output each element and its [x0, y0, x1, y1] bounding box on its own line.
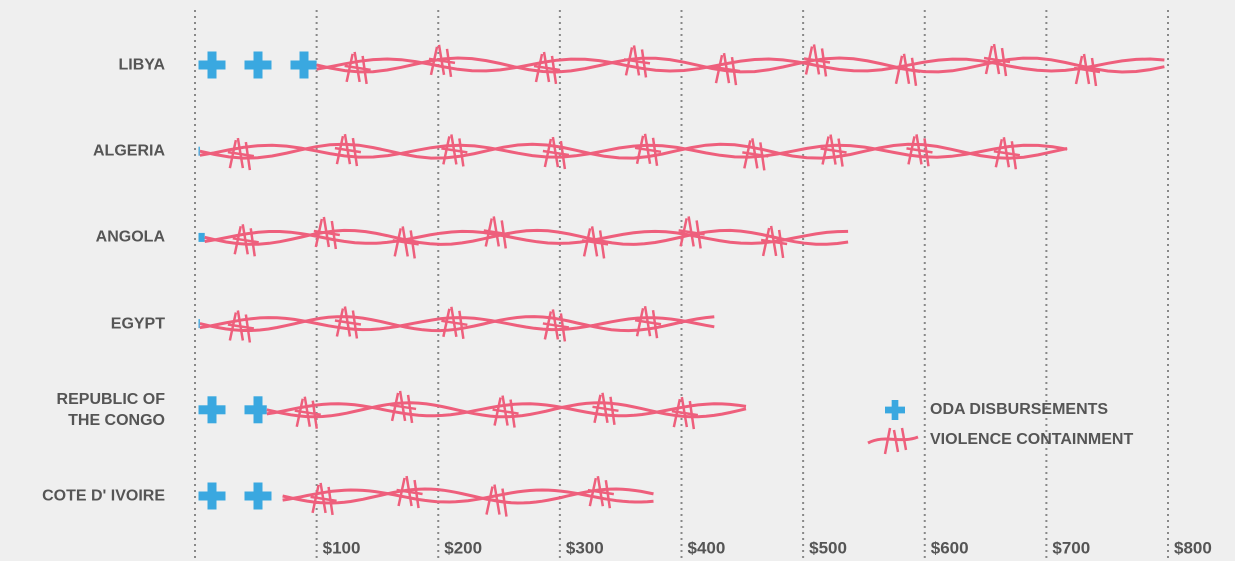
- barb: [311, 483, 337, 515]
- x-tick-label: $600: [931, 538, 969, 557]
- barb: [906, 134, 932, 166]
- barb: [543, 309, 569, 341]
- oda-bar: [195, 309, 200, 339]
- oda-bar: [195, 50, 317, 80]
- barb: [233, 224, 259, 256]
- cross-shape: [885, 400, 905, 420]
- barb: [397, 476, 423, 508]
- y-tick-label: COTE D' IVOIRE: [5, 486, 165, 507]
- x-tick-label: $300: [566, 538, 604, 557]
- barb: [804, 44, 830, 76]
- barb: [714, 53, 740, 85]
- barb: [592, 393, 618, 425]
- barb: [821, 135, 847, 167]
- x-tick-label: $500: [809, 538, 847, 557]
- chart-canvas: $100 $200 $300 $400 $500 $600 $700 $800 ODA DISB…: [0, 0, 1235, 561]
- x-tick-label: $400: [688, 538, 726, 557]
- barb: [624, 45, 650, 77]
- y-tick-label: ALGERIA: [5, 141, 165, 162]
- violence-bar: [200, 306, 714, 342]
- barb: [534, 52, 560, 84]
- violence-bar: [205, 216, 848, 258]
- barb: [429, 45, 455, 77]
- barb: [345, 52, 371, 84]
- barb: [588, 476, 614, 508]
- y-tick-label: ANGOLA: [5, 227, 165, 248]
- barb: [994, 137, 1020, 169]
- barb: [493, 396, 519, 428]
- violence-bar: [200, 134, 1067, 171]
- y-tick-label: EGYPT: [5, 313, 165, 334]
- x-tick-label: $800: [1174, 538, 1212, 557]
- oda-bar: [195, 136, 200, 166]
- legend-label: ODA DISBURSEMENTS: [930, 401, 1108, 418]
- violence-bar: [283, 476, 654, 517]
- barb: [635, 306, 661, 338]
- x-tick-label: $100: [323, 538, 361, 557]
- barb: [672, 397, 698, 429]
- barb: [635, 134, 661, 166]
- barb: [335, 307, 361, 339]
- chart: $100 $200 $300 $400 $500 $600 $700 $800 ODA DISB…: [0, 0, 1235, 561]
- legend-label: VIOLENCE CONTAINMENT: [930, 431, 1133, 448]
- violence-bar: [267, 391, 746, 429]
- barb: [390, 391, 416, 423]
- barb: [441, 134, 467, 166]
- barb: [228, 138, 254, 170]
- legend-wire: [868, 437, 918, 443]
- oda-bar: [195, 222, 205, 252]
- barb: [335, 134, 361, 166]
- x-tick-label: $200: [444, 538, 482, 557]
- barb: [742, 138, 768, 170]
- legend-item: VIOLENCE CONTAINMENT: [868, 428, 1133, 454]
- barb: [484, 485, 510, 517]
- y-tick-label: REPUBLIC OF THE CONGO: [5, 389, 165, 431]
- violence-bar: [317, 44, 1165, 86]
- legend-item: ODA DISBURSEMENTS: [885, 400, 1108, 420]
- y-tick-label: LIBYA: [5, 55, 165, 76]
- barb: [228, 311, 254, 343]
- barb: [314, 217, 340, 249]
- barb: [761, 226, 787, 258]
- oda-bar: [195, 481, 283, 511]
- x-tick-label: $700: [1052, 538, 1090, 557]
- barb: [543, 137, 569, 169]
- oda-bar: [195, 395, 267, 425]
- barb: [441, 307, 467, 339]
